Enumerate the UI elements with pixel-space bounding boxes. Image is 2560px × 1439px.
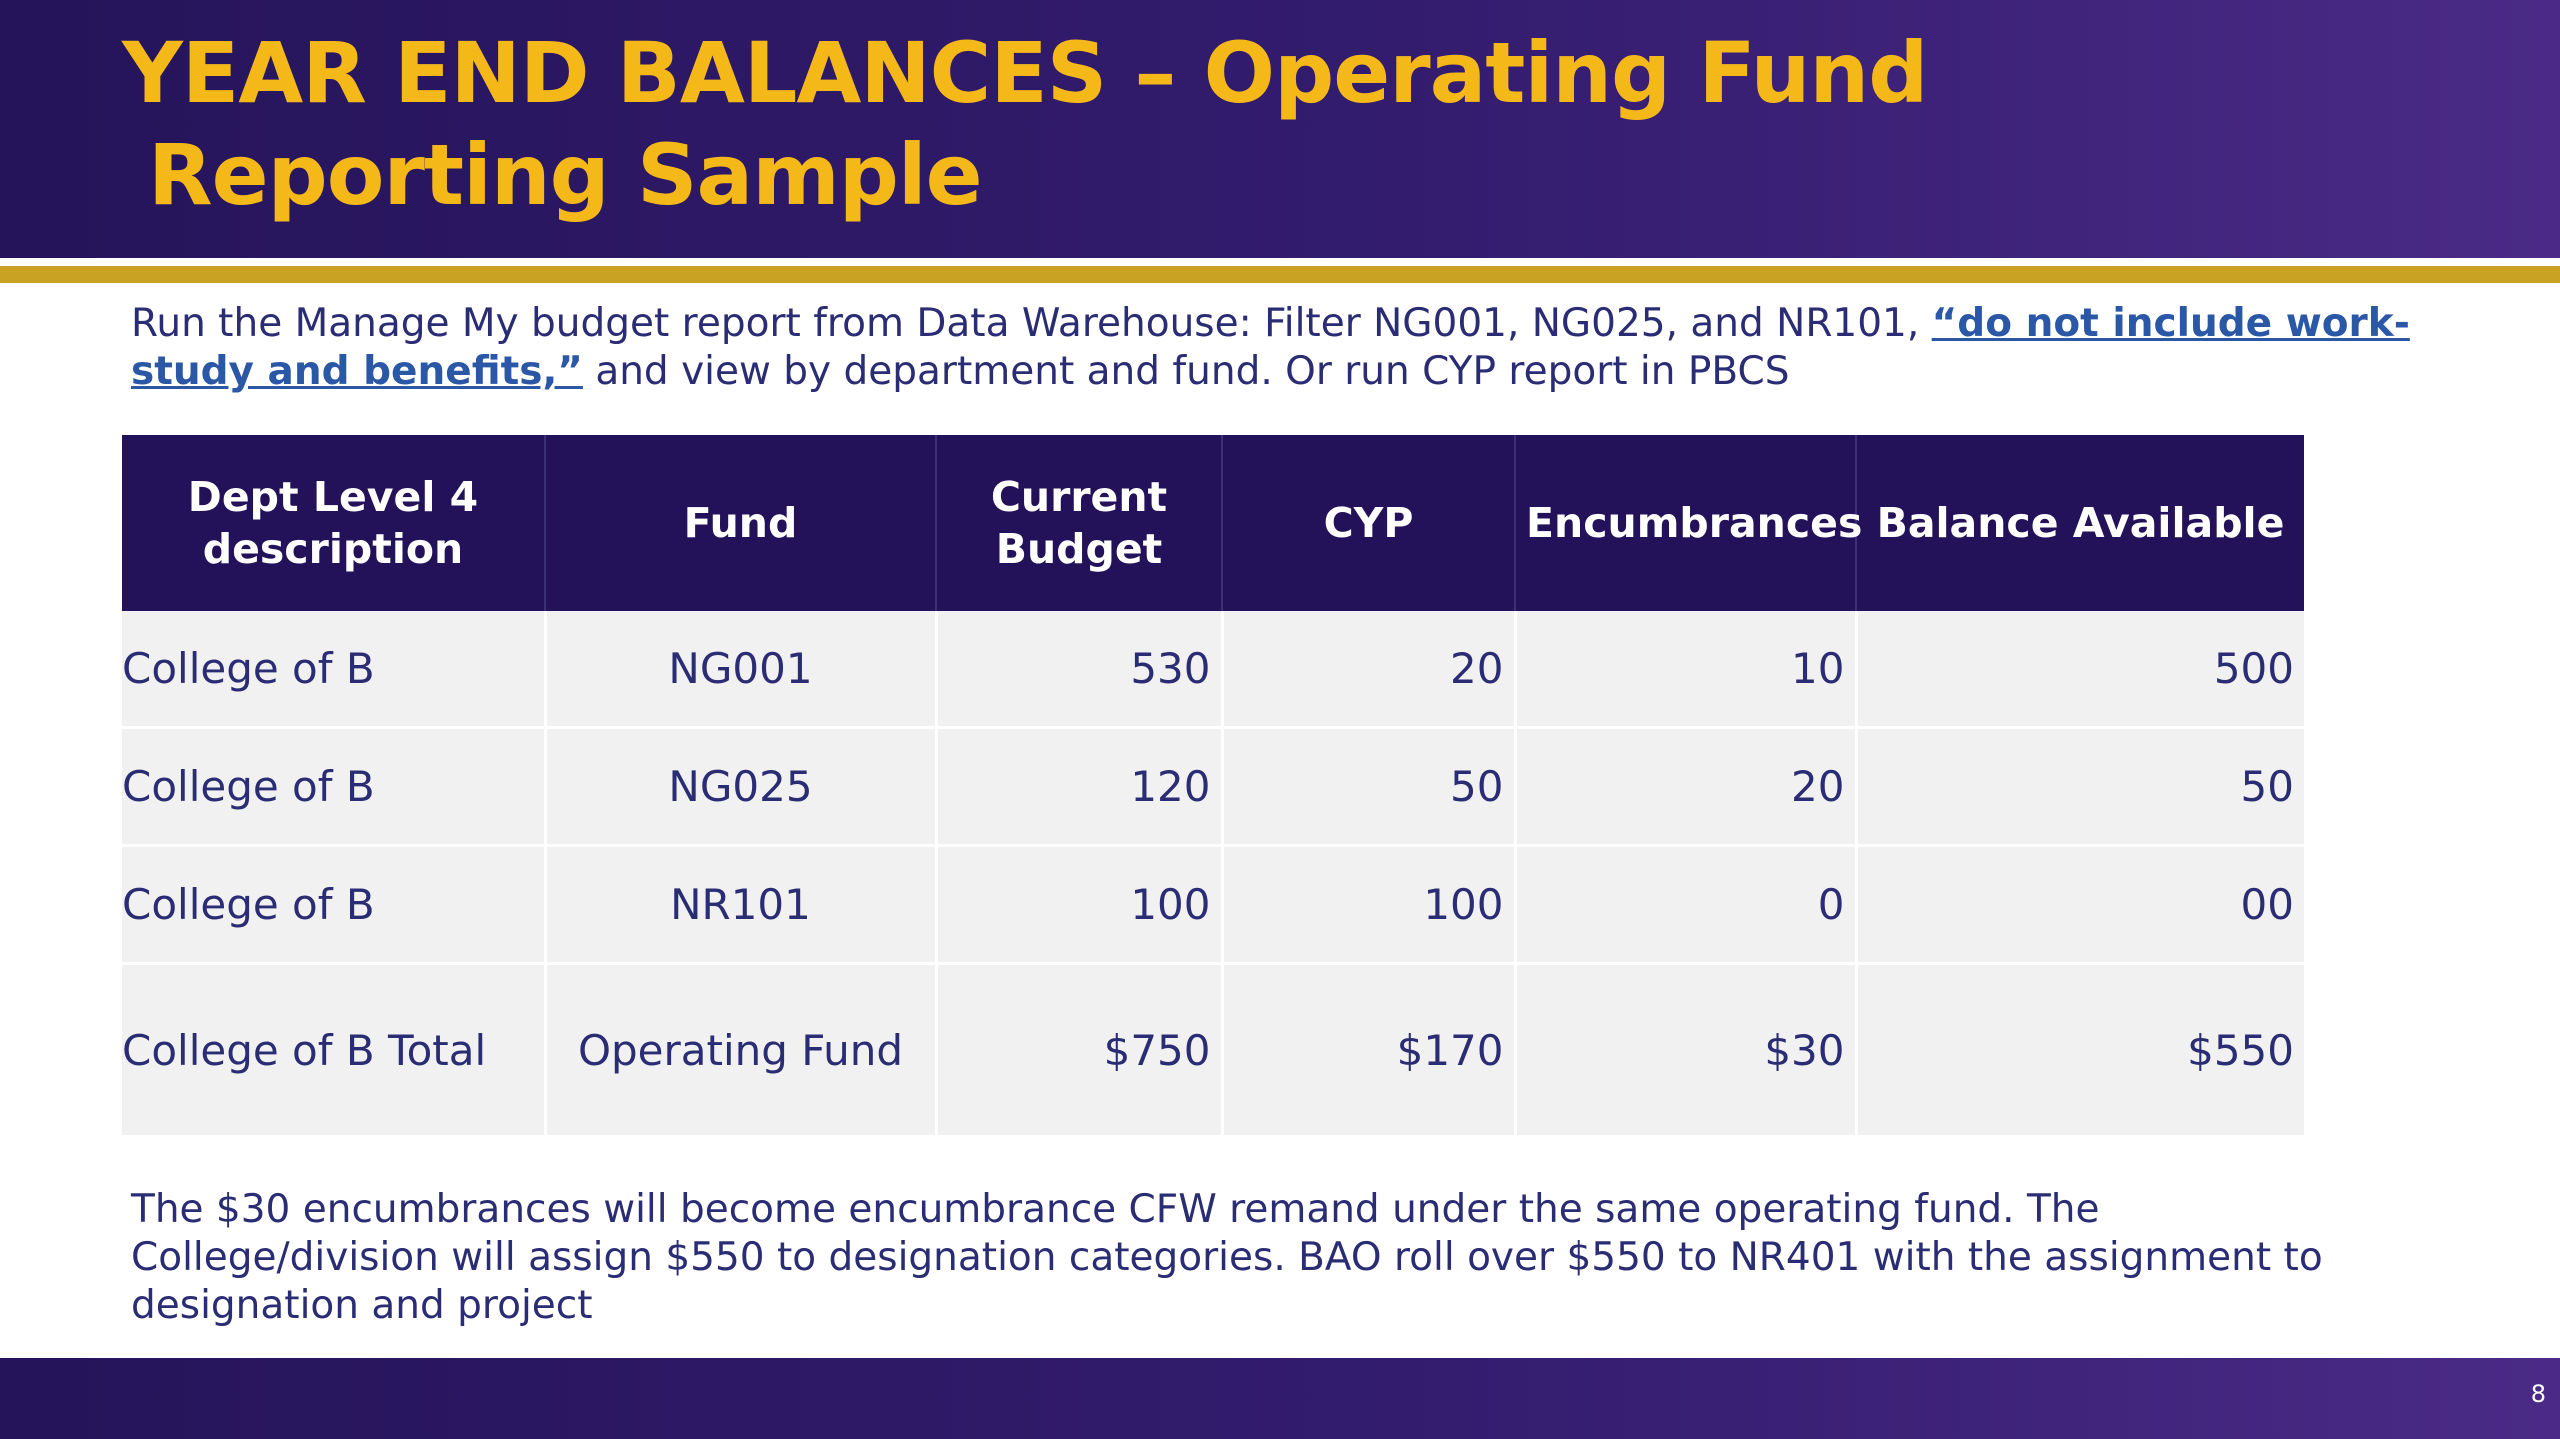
dept-cell: College of B: [122, 611, 547, 729]
table-row: College of B NR101 100 100 0 00: [122, 845, 2304, 965]
footer-bar: 8: [0, 1358, 2560, 1439]
dept-cell: College of B: [122, 727, 547, 847]
page-number: 8: [2530, 1380, 2546, 1408]
fund-cell: NR101: [545, 845, 938, 965]
intro-link[interactable]: “do not include work-study and benefits,…: [131, 301, 2410, 394]
column-header-encumbrances: Encumbrances: [1515, 435, 1862, 611]
current-budget-cell: 530: [936, 611, 1224, 729]
slide-title: YEAR END BALANCES – Operating Fund Repor…: [122, 22, 1928, 226]
slide-title-line-2: Reporting Sample: [148, 126, 983, 224]
current-budget-cell: 120: [936, 727, 1224, 847]
total-cyp-cell: $170: [1222, 963, 1517, 1138]
cyp-cell: 100: [1222, 845, 1517, 965]
column-header-current-budget: Current Budget: [936, 435, 1223, 611]
intro-paragraph: Run the Manage My budget report from Dat…: [131, 300, 2431, 396]
balance-available-cell: 00: [1856, 845, 2304, 965]
column-header-cyp: CYP: [1222, 435, 1516, 611]
total-balance-available-cell: $550: [1856, 963, 2304, 1138]
total-dept-cell: College of B Total: [122, 963, 547, 1138]
table-row: College of B NG025 120 50 20 50: [122, 727, 2304, 847]
total-fund-cell: Operating Fund: [545, 963, 938, 1138]
explanation-note: The $30 encumbrances will become encumbr…: [131, 1187, 2323, 1328]
slide-title-line-1: YEAR END BALANCES – Operating Fund: [122, 24, 1928, 122]
budget-table: Dept Level 4 description Fund Current Bu…: [122, 435, 2304, 1138]
intro-text-after-link: and view by department and fund. Or run …: [582, 349, 1790, 394]
dept-cell: College of B: [122, 845, 547, 965]
column-header-fund: Fund: [545, 435, 937, 611]
table-total-row: College of B Total Operating Fund $750 $…: [122, 963, 2304, 1138]
balance-available-cell: 500: [1856, 611, 2304, 729]
balance-available-cell: 50: [1856, 727, 2304, 847]
table-row: College of B NG001 530 20 10 500: [122, 611, 2304, 729]
fund-cell: NG001: [545, 611, 938, 729]
encumbrances-cell: 20: [1515, 727, 1858, 847]
encumbrances-cell: 10: [1515, 611, 1858, 729]
cyp-cell: 20: [1222, 611, 1517, 729]
intro-text-before-link: Run the Manage My budget report from Dat…: [131, 301, 1932, 346]
gold-divider: [0, 266, 2560, 283]
cyp-cell: 50: [1222, 727, 1517, 847]
encumbrances-cell: 0: [1515, 845, 1858, 965]
title-banner: YEAR END BALANCES – Operating Fund Repor…: [0, 0, 2560, 258]
current-budget-cell: 100: [936, 845, 1224, 965]
column-header-dept: Dept Level 4 description: [122, 435, 546, 611]
table-header-row: Dept Level 4 description Fund Current Bu…: [122, 435, 2304, 611]
total-current-budget-cell: $750: [936, 963, 1224, 1138]
fund-cell: NG025: [545, 727, 938, 847]
total-encumbrances-cell: $30: [1515, 963, 1858, 1138]
column-header-balance-available: Balance Available: [1856, 435, 2304, 611]
